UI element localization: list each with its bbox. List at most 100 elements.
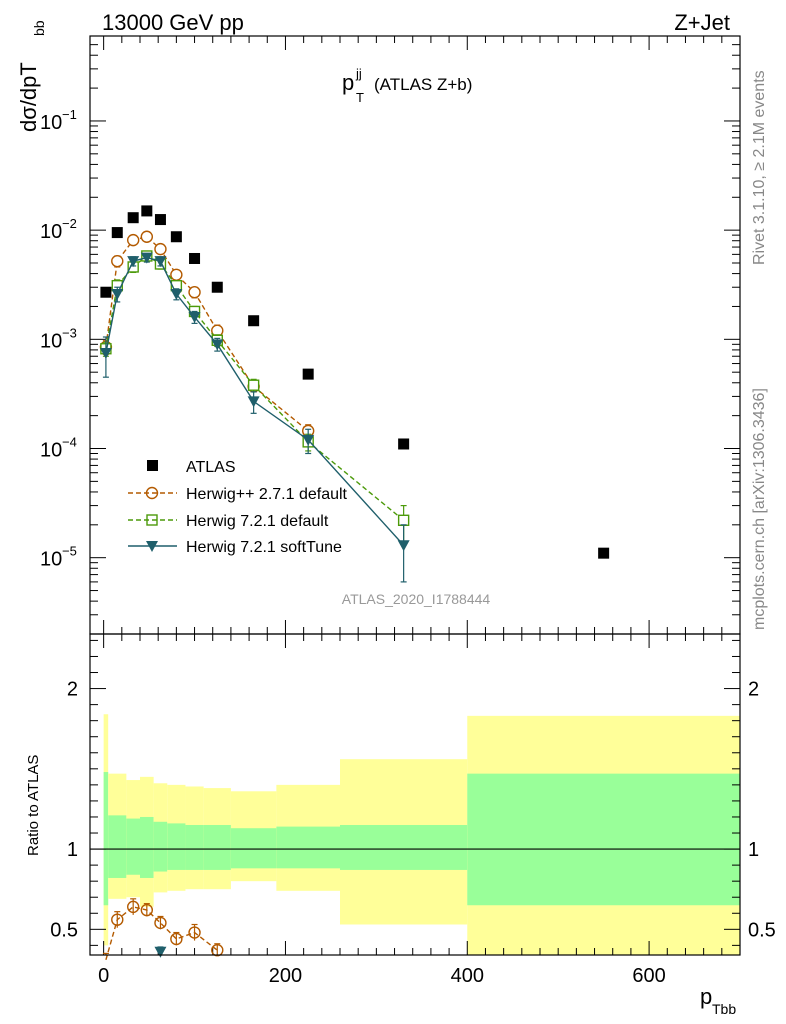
legend-marker-atlas [147, 460, 158, 471]
data-point [188, 286, 201, 299]
ratio-point [211, 943, 224, 957]
ratio-band-inner [167, 823, 186, 870]
ratio-y-tick-label: 0.5 [50, 919, 78, 941]
data-point [189, 252, 201, 264]
data-point [127, 212, 139, 224]
data-point [154, 242, 167, 256]
data-point [154, 256, 167, 268]
data-point [211, 281, 223, 293]
data-point [170, 231, 182, 243]
data-point [598, 547, 610, 559]
legend-label-herwig-softtune: Herwig 7.2.1 softTune [186, 539, 342, 556]
x-axis-label: p Tbb [700, 984, 736, 1017]
data-point [397, 514, 410, 526]
main-y-tick-label: 10 [40, 330, 62, 352]
data-point [127, 256, 140, 268]
ratio-point [170, 932, 183, 946]
ratio-band-inner [340, 824, 468, 870]
x-axis-label-text: p [700, 984, 712, 1009]
x-tick-label: 600 [632, 965, 665, 987]
data-point [140, 230, 154, 243]
data-point [248, 315, 260, 327]
data-point [111, 227, 123, 239]
legend-label-herwig-default: Herwig 7.2.1 default [186, 513, 329, 530]
ratio-band-inner [153, 821, 168, 872]
ratio-band-inner [203, 824, 231, 870]
ratio-y-axis-label: Ratio to ATLAS [25, 755, 42, 856]
ratio-band-inner [230, 828, 277, 869]
main-y-tick-label: 10 [40, 112, 62, 134]
ratio-y-tick-labels: 0.5 0.5 1 1 2 2 [50, 679, 776, 942]
ratio-series-herwig_softtune [154, 946, 167, 958]
legend-marker-herwig-default [146, 514, 158, 526]
series-data [100, 205, 610, 559]
data-point [154, 214, 166, 226]
x-tick-label: 200 [269, 965, 302, 987]
ratio-bands [103, 714, 740, 955]
ratio-series [102, 898, 224, 961]
main-y-tick-label: 10 [40, 549, 62, 571]
ratio-band-inner [467, 773, 740, 906]
ratio-series-herwigpp [102, 898, 224, 961]
ratio-panel: 0.5 0.5 1 1 2 2 0 200 400 600 Ratio to ATLAS p T… [25, 633, 776, 1017]
legend-label-atlas: ATLAS [186, 459, 236, 476]
data-point [99, 347, 112, 359]
ratio-y-tick-label: 2 [67, 679, 78, 701]
ratio-point [140, 903, 154, 917]
ratio-point [111, 913, 124, 926]
data-point [170, 268, 183, 281]
analysis-id-label: ATLAS_2020_I1788444 [342, 591, 491, 607]
main-y-axis-label-sub: bb [31, 20, 47, 36]
ratio-point [126, 900, 140, 914]
x-tick-label: 0 [98, 965, 109, 987]
series-line-herwigpp [105, 235, 309, 432]
main-y-tick-label-exponent: −1 [62, 107, 77, 122]
x-axis-label-sub: Tbb [712, 1001, 736, 1017]
data-point [188, 312, 201, 324]
ratio-y-tick-label-right: 1 [748, 839, 759, 861]
legend-marker-herwig-softtune [146, 541, 158, 552]
data-point [302, 434, 315, 446]
main-panel: ATLAS_2020_I1788444 p jj T (ATLAS Z+b) d… [16, 20, 741, 635]
legend-marker-herwigpp [145, 486, 159, 500]
main-y-tick-label-exponent: −4 [62, 435, 77, 450]
data-point [100, 286, 112, 298]
ratio-frame [89, 633, 741, 956]
ratio-band-inner [108, 815, 127, 878]
ratio-point [188, 926, 201, 939]
data-point [302, 368, 314, 380]
mcplots-label: mcplots.cern.ch [arXiv:1306.3436] [751, 388, 768, 630]
main-axis-ticks [90, 36, 741, 635]
series-herwig_softtune [99, 252, 410, 583]
ratio-point [154, 946, 167, 958]
legend: ATLAS Herwig++ 2.7.1 default Herwig 7.2.… [128, 459, 348, 556]
main-y-tick-label-exponent: −5 [62, 544, 77, 559]
plot-title-sup: jj [355, 66, 362, 81]
ratio-band-inner [140, 816, 154, 878]
main-y-tick-labels: 10−510−410−310−210−1 [40, 107, 77, 571]
legend-label-herwigpp: Herwig++ 2.7.1 default [186, 486, 348, 503]
ratio-band-inner [185, 824, 204, 870]
data-point [126, 233, 140, 247]
data-point [398, 438, 410, 450]
ratio-band-inner [276, 826, 340, 869]
data-point [111, 254, 124, 268]
ratio-point [154, 916, 167, 930]
main-series [99, 205, 610, 583]
data-point [140, 252, 153, 264]
main-y-tick-label: 10 [40, 221, 62, 243]
data-point [211, 339, 224, 351]
main-y-tick-label: 10 [40, 440, 62, 462]
main-y-tick-label-exponent: −2 [62, 216, 77, 231]
plot-title: p jj T (ATLAS Z+b) [342, 66, 472, 105]
data-point [397, 540, 410, 552]
data-point [247, 379, 260, 391]
main-y-axis-label: dσ/dpT bb [16, 20, 47, 132]
x-tick-labels: 0 200 400 600 [98, 965, 666, 987]
ratio-band-inner [103, 772, 109, 906]
data-point [141, 205, 153, 217]
ratio-y-tick-label-right: 2 [748, 679, 759, 701]
data-point [111, 289, 124, 301]
ratio-y-tick-label-right: 0.5 [748, 919, 776, 941]
